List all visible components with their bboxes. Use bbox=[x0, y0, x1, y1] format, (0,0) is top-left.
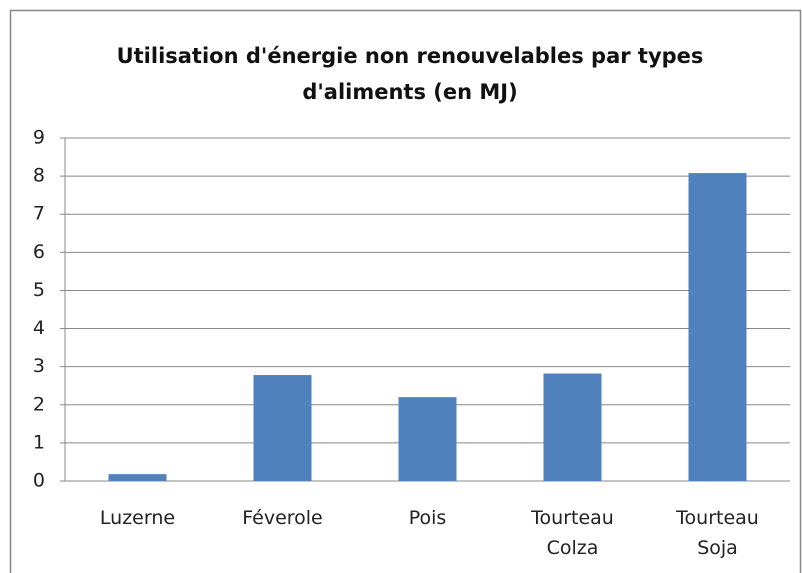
y-tick-label: 5 bbox=[33, 279, 45, 301]
y-tick-label: 1 bbox=[33, 431, 45, 453]
y-tick-label: 8 bbox=[33, 165, 45, 187]
bar bbox=[543, 373, 602, 481]
bar bbox=[398, 397, 457, 481]
bar bbox=[253, 375, 312, 481]
x-tick-label: Pois bbox=[408, 507, 447, 529]
y-tick-label: 3 bbox=[33, 355, 45, 377]
x-tick-label: Tourteau Colza bbox=[531, 507, 614, 559]
y-tick-label: 4 bbox=[33, 317, 45, 339]
bar bbox=[688, 173, 747, 481]
y-tick-label: 7 bbox=[33, 203, 45, 225]
x-tick-label: Luzerne bbox=[99, 507, 176, 529]
y-tick-label: 0 bbox=[33, 470, 45, 492]
y-tick-label: 6 bbox=[33, 241, 45, 263]
y-tick-label: 2 bbox=[33, 393, 45, 415]
x-tick-label: Tourteau Soja bbox=[676, 507, 759, 559]
y-tick-label: 9 bbox=[33, 127, 45, 149]
x-tick-label: Féverole bbox=[242, 507, 323, 529]
chart-title: Utilisation d'énergie non renouvelables … bbox=[116, 44, 704, 104]
frame bbox=[9, 9, 802, 573]
bar bbox=[108, 474, 167, 481]
